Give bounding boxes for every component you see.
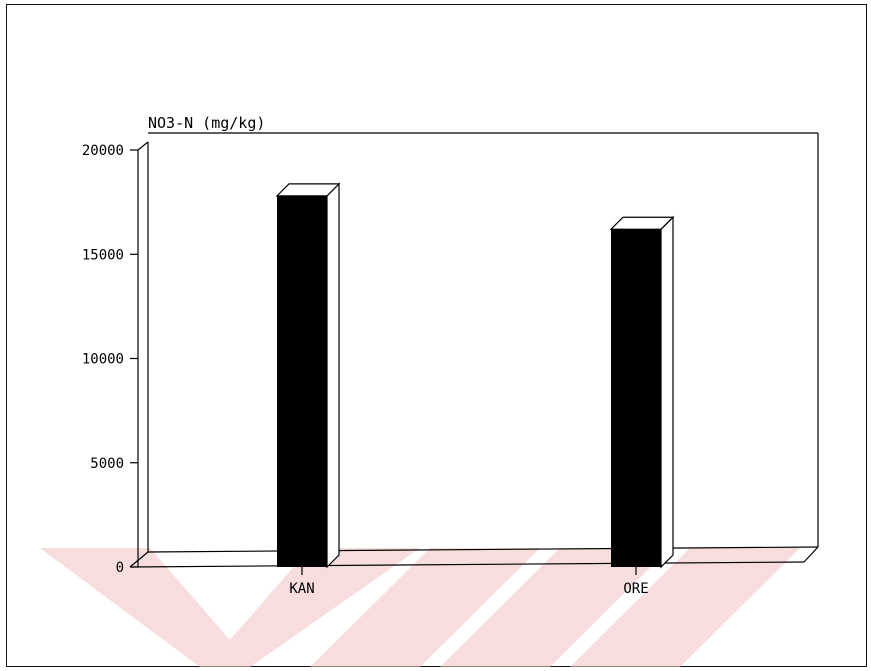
back-wall-bottom — [147, 546, 819, 553]
watermark — [40, 548, 800, 667]
bar-side-kan — [326, 182, 340, 569]
watermark-shape — [570, 548, 800, 667]
floor-right-depth — [803, 546, 819, 563]
bar-side-ore — [660, 215, 674, 569]
floor-front — [129, 561, 805, 568]
x-category-label: ORE — [623, 581, 648, 597]
plot-box — [129, 132, 819, 568]
top-left-depth — [137, 141, 149, 151]
y-tick-label: 15000 — [82, 247, 124, 263]
watermark-shape — [40, 548, 420, 667]
bars — [275, 182, 675, 569]
y-axis-ticks: 0 5000 10000 15000 20000 — [82, 143, 138, 576]
y-axis-label: NO3-N (mg/kg) — [148, 114, 265, 132]
watermark-shape — [440, 548, 670, 667]
watermark-shape — [310, 548, 540, 667]
y-tick-label: 0 — [116, 560, 124, 576]
y-tick-label: 20000 — [82, 143, 124, 159]
x-axis-labels: KAN ORE — [289, 567, 649, 597]
bar-ore — [611, 229, 661, 568]
y-tick-label: 10000 — [82, 352, 124, 368]
y-tick-label: 5000 — [90, 456, 124, 472]
bar-kan — [277, 195, 327, 567]
floor-left-depth — [129, 551, 149, 568]
x-category-label: KAN — [289, 581, 314, 597]
